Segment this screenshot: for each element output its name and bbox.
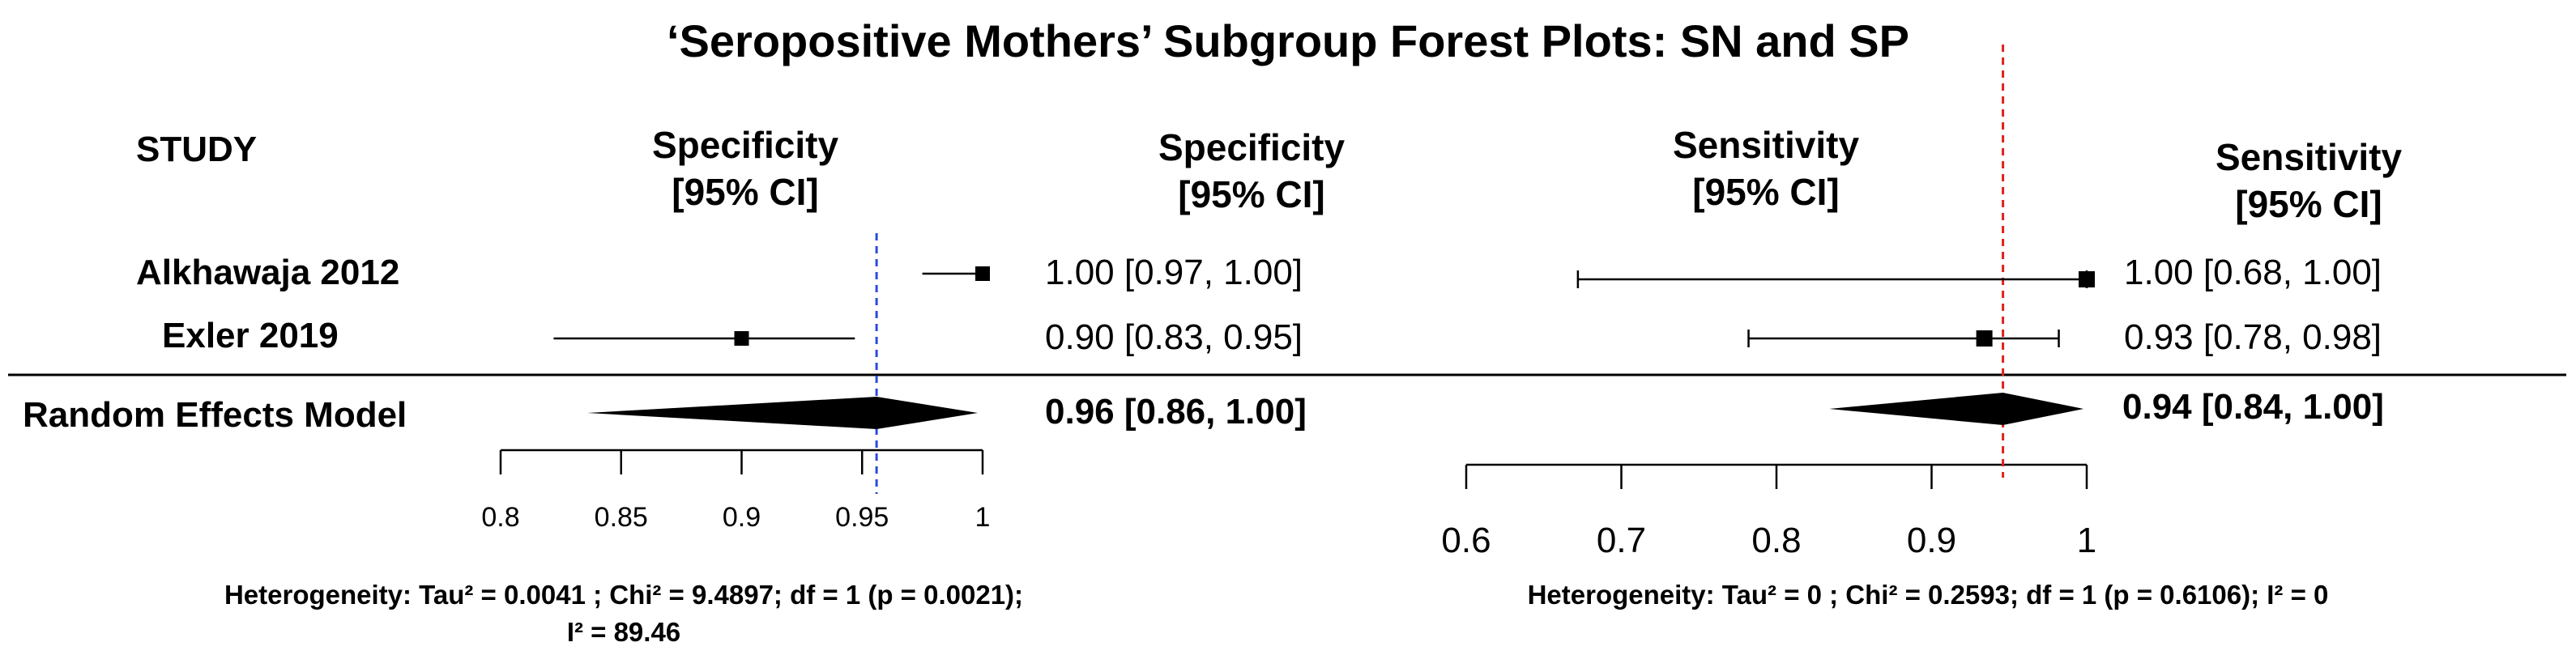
- specificity-ci-value: 0.90 [0.83, 0.95]: [1045, 317, 1303, 357]
- sensitivity-ci-header-line2: [95% CI]: [2235, 183, 2382, 225]
- sensitivity-tick-label: 1: [2077, 521, 2096, 560]
- specificity-point-estimate: [975, 266, 990, 281]
- specificity-tick-label: 1: [975, 502, 991, 533]
- sensitivity-tick-label: 0.9: [1907, 521, 1956, 560]
- sensitivity-pooled-diamond: [1829, 393, 2084, 425]
- sensitivity-point-estimate: [2079, 271, 2095, 287]
- specificity-ci-header-line2: [95% CI]: [1178, 173, 1325, 215]
- sensitivity-ci-value: 1.00 [0.68, 1.00]: [2124, 253, 2382, 292]
- study-name: Exler 2019: [162, 316, 339, 355]
- sensitivity-tick-label: 0.6: [1441, 521, 1491, 560]
- sensitivity-tick-label: 0.7: [1597, 521, 1646, 560]
- sensitivity-ci-header: Sensitivity [95% CI]: [2147, 134, 2471, 228]
- sensitivity-ci-header-line1: Sensitivity: [2215, 136, 2403, 178]
- specificity-heterogeneity-line1: Heterogeneity: Tau² = 0.0041 ; Chi² = 9.…: [224, 580, 1024, 610]
- specificity-ci-header-line1: Specificity: [1158, 126, 1346, 168]
- specificity-pooled-value: 0.96 [0.86, 1.00]: [1045, 392, 1307, 432]
- sensitivity-heterogeneity: Heterogeneity: Tau² = 0 ; Chi² = 0.2593;…: [1329, 576, 2527, 614]
- specificity-point-estimate: [734, 331, 749, 346]
- study-name: Alkhawaja 2012: [136, 253, 400, 292]
- sensitivity-tick-label: 0.8: [1751, 521, 1801, 560]
- sensitivity-ci-value: 0.93 [0.78, 0.98]: [2124, 317, 2382, 357]
- specificity-ci-header: Specificity [95% CI]: [1090, 124, 1414, 218]
- sensitivity-point-estimate: [1976, 330, 1993, 347]
- figure-title: ‘Seropositive Mothers’ Subgroup Forest P…: [667, 15, 1909, 66]
- specificity-heterogeneity-line2: I² = 89.46: [566, 617, 681, 647]
- study-column-header: STUDY: [136, 130, 258, 169]
- sensitivity-heterogeneity-line1: Heterogeneity: Tau² = 0 ; Chi² = 0.2593;…: [1527, 580, 2329, 610]
- specificity-tick-label: 0.85: [595, 502, 648, 533]
- pooled-model-label: Random Effects Model: [23, 395, 407, 435]
- specificity-tick-label: 0.95: [835, 502, 889, 533]
- specificity-tick-label: 0.9: [723, 502, 761, 533]
- sensitivity-plot-header: Sensitivity [95% CI]: [1604, 121, 1928, 215]
- sensitivity-plot-header-line2: [95% CI]: [1692, 171, 1840, 213]
- specificity-ci-value: 1.00 [0.97, 1.00]: [1045, 253, 1303, 292]
- specificity-pooled-diamond: [587, 397, 979, 429]
- specificity-heterogeneity: Heterogeneity: Tau² = 0.0041 ; Chi² = 9.…: [81, 576, 1166, 651]
- specificity-plot-header-line2: [95% CI]: [672, 171, 819, 213]
- sensitivity-pooled-value: 0.94 [0.84, 1.00]: [2122, 387, 2384, 427]
- specificity-tick-label: 0.8: [481, 502, 519, 533]
- specificity-plot-header: Specificity [95% CI]: [583, 121, 907, 215]
- specificity-plot-header-line1: Specificity: [651, 124, 839, 166]
- sensitivity-plot-header-line1: Sensitivity: [1672, 124, 1860, 166]
